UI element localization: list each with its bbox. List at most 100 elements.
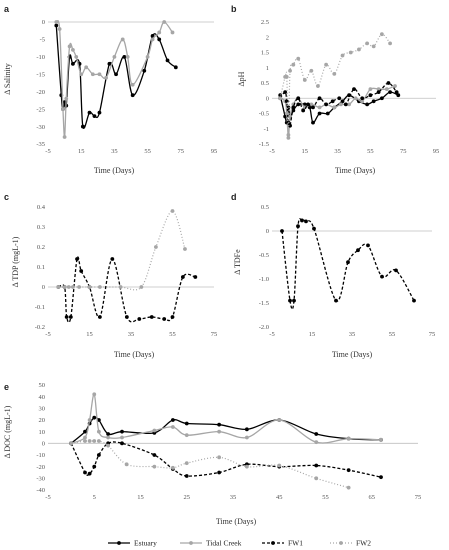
- series-line: [71, 440, 349, 489]
- data-point: [97, 72, 102, 77]
- data-point: [74, 54, 79, 59]
- data-point: [278, 96, 283, 101]
- y-tick-label: 0: [42, 441, 45, 448]
- x-tick-label: 75: [415, 494, 422, 501]
- y-tick-label: -20: [36, 89, 45, 96]
- data-point: [365, 102, 370, 107]
- data-point: [114, 72, 118, 77]
- data-point: [106, 435, 111, 440]
- data-point: [170, 425, 175, 429]
- data-point: [180, 275, 185, 279]
- data-point: [360, 96, 365, 101]
- data-point: [96, 453, 101, 457]
- data-point: [314, 440, 319, 445]
- data-point: [69, 441, 74, 446]
- y-tick-label: -30: [36, 476, 45, 483]
- y-tick-label: -10: [36, 452, 45, 459]
- data-point: [376, 90, 381, 95]
- data-point: [92, 392, 97, 397]
- data-point: [325, 111, 330, 116]
- data-point: [87, 439, 92, 443]
- data-point: [83, 435, 87, 440]
- y-tick-label: -1: [264, 126, 269, 133]
- data-point: [96, 429, 101, 434]
- data-point: [92, 439, 97, 443]
- data-point: [302, 78, 307, 82]
- data-point: [87, 471, 92, 476]
- panel-label: c: [4, 192, 9, 202]
- data-point: [393, 84, 397, 88]
- x-tick-label: 35: [128, 331, 135, 338]
- y-tick-label: 2: [266, 34, 269, 41]
- data-point: [122, 54, 127, 59]
- data-point: [314, 432, 319, 436]
- data-point: [118, 285, 123, 289]
- data-point: [87, 110, 92, 115]
- data-point: [79, 72, 84, 77]
- series-line: [58, 210, 186, 291]
- data-point: [96, 439, 101, 443]
- y-tick-label: -15: [36, 71, 45, 78]
- data-point: [332, 105, 337, 110]
- x-tick-label: 65: [369, 494, 376, 501]
- data-point: [217, 455, 222, 460]
- data-point: [286, 136, 291, 140]
- y-tick-label: 0.3: [37, 224, 45, 231]
- data-point: [193, 275, 198, 279]
- x-tick-label: 75: [211, 331, 218, 338]
- data-point: [291, 105, 296, 110]
- data-point: [64, 315, 69, 319]
- data-point: [277, 418, 282, 422]
- y-tick-label: 10: [39, 429, 46, 436]
- x-tick-label: 95: [433, 148, 440, 155]
- x-tick-label: 55: [322, 494, 329, 501]
- x-tick-label: 55: [169, 331, 176, 338]
- data-point: [338, 102, 343, 107]
- y-tick-label: -2.0: [259, 324, 269, 331]
- y-tick-label: -40: [36, 487, 45, 494]
- legend-marker: [117, 541, 121, 545]
- data-point: [92, 415, 97, 420]
- data-point: [217, 422, 222, 427]
- data-point: [124, 315, 129, 319]
- x-tick-label: 35: [349, 331, 356, 338]
- data-point: [330, 99, 335, 104]
- data-point: [157, 30, 162, 35]
- data-point: [317, 111, 322, 116]
- data-point: [317, 105, 322, 110]
- x-tick-label: -5: [45, 331, 50, 338]
- data-point: [324, 102, 329, 107]
- data-point: [357, 47, 361, 52]
- data-point: [296, 56, 301, 61]
- data-point: [130, 82, 135, 87]
- data-point: [173, 65, 178, 70]
- y-tick-label: 50: [39, 382, 46, 389]
- data-point: [368, 87, 373, 91]
- data-point: [68, 315, 73, 319]
- data-point: [346, 468, 351, 473]
- data-point: [314, 476, 319, 481]
- data-point: [366, 243, 370, 248]
- data-point: [90, 72, 95, 77]
- y-axis-title: Δ DOC (mgL-1): [3, 405, 12, 458]
- legend-label: Tidal Creek: [206, 539, 242, 548]
- data-point: [316, 84, 320, 88]
- panel-b: b 2.5 2 1.5 1 0.5 0 -0.5 -1 -1.5-5 15 35 55 75 95 Time …: [231, 4, 439, 175]
- data-point: [379, 475, 383, 480]
- data-point: [120, 37, 125, 42]
- series-fw2: [56, 209, 187, 291]
- x-tick-label: 75: [429, 331, 436, 338]
- legend-marker: [271, 541, 275, 545]
- data-point: [307, 105, 312, 110]
- data-point: [170, 30, 175, 35]
- series-tidal-creek: [54, 20, 175, 139]
- y-tick-label: -0.1: [35, 304, 45, 311]
- legend-item-tidal-creek: Tidal Creek: [180, 539, 242, 548]
- data-point: [120, 435, 124, 440]
- data-point: [54, 20, 59, 24]
- data-point: [66, 285, 71, 289]
- series-line: [55, 20, 174, 138]
- data-point: [304, 219, 308, 224]
